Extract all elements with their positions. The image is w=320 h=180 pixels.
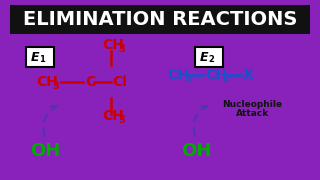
Text: CH: CH xyxy=(205,68,227,82)
Text: CH: CH xyxy=(103,109,124,123)
Text: E: E xyxy=(30,51,39,64)
Text: 3: 3 xyxy=(119,44,125,54)
FancyBboxPatch shape xyxy=(195,47,223,68)
Text: CH: CH xyxy=(36,75,58,89)
Text: Cl: Cl xyxy=(112,75,127,89)
Text: Nucleophile: Nucleophile xyxy=(222,100,282,109)
Text: OH: OH xyxy=(181,142,211,160)
FancyBboxPatch shape xyxy=(26,47,54,68)
Text: CH: CH xyxy=(103,38,124,52)
Bar xyxy=(10,5,310,34)
Text: 2: 2 xyxy=(222,74,229,84)
Text: C: C xyxy=(85,75,95,89)
Text: 2: 2 xyxy=(208,55,214,64)
Text: 1: 1 xyxy=(39,55,44,64)
Text: CH: CH xyxy=(168,68,189,82)
Text: E: E xyxy=(199,51,208,64)
Text: 3: 3 xyxy=(184,74,191,84)
Text: 3: 3 xyxy=(53,81,60,91)
Text: Attack: Attack xyxy=(236,109,269,118)
Text: X: X xyxy=(243,68,253,82)
Text: ELIMINATION REACTIONS: ELIMINATION REACTIONS xyxy=(23,10,297,29)
Text: OH: OH xyxy=(30,142,60,160)
Text: 3: 3 xyxy=(119,115,125,125)
